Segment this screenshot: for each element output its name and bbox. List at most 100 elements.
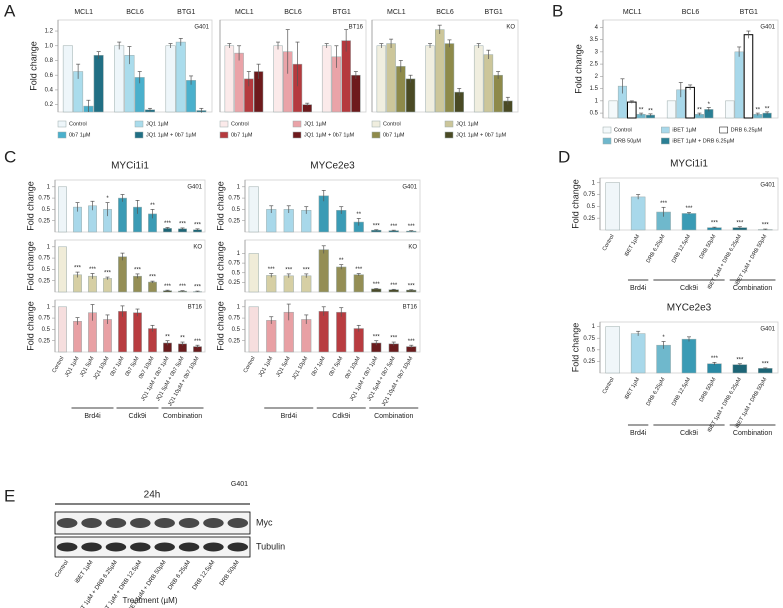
bar [444,43,455,113]
bar [283,275,294,293]
legend-swatch [444,120,454,128]
x-tick-label: JQ1 10µM [291,355,309,380]
bar [266,320,277,353]
bar [336,311,347,353]
y-tick-label: 1 [592,324,596,330]
group-label: Combination [733,430,772,437]
panel-letter: E [4,486,15,505]
lane-label: DRB 50µM [219,560,241,588]
significance: *** [762,361,770,367]
legend-label: DRB 50µM [614,138,641,144]
bar [118,197,127,233]
cell-line-label: KO [506,25,515,31]
y-tick-label: 2.5 [590,62,599,68]
bar [336,266,347,293]
y-tick-label: 0.2 [45,102,54,108]
significance: ** [339,258,344,264]
bar [58,186,67,233]
legend-swatch [371,131,381,139]
chart-title: MYCe2e3 [667,303,712,314]
bar [93,55,104,113]
legend-label: JQ1 1µM [146,121,169,127]
bar [608,100,618,119]
significance: *** [74,266,82,272]
category-label: BTG1 [485,9,503,16]
legend-swatch [219,131,229,139]
bar [405,78,416,113]
significance: *** [390,283,398,289]
y-tick-label: 1 [47,184,51,190]
significance: ** [648,108,653,114]
group-label: Combination [163,413,202,420]
y-axis-label: Fold change [215,301,225,351]
significance: *** [194,285,202,291]
category-label: MCL1 [235,9,254,16]
bar [103,278,112,293]
y-axis-label: Fold change [25,241,35,291]
significance: *** [736,357,744,363]
bar [396,66,406,113]
group-label: Brd4i [630,430,647,437]
group-label: Cdk9i [332,413,350,420]
y-tick-label: 1.2 [45,29,54,35]
blot-band [203,518,224,528]
y-tick-label: 0.75 [228,261,240,267]
category-label: MCL1 [623,9,642,16]
legend-label: JQ1 1µM + 0b7 1µM [456,132,507,138]
category-label: MCL1 [74,9,93,16]
bar [386,43,396,113]
legend-label: iBET 1µM [672,127,697,133]
bar [605,182,620,231]
chart-title: MYCe2e3 [310,161,355,172]
x-tick-label: Control [602,234,616,252]
cell-line-label: KO [408,245,417,251]
category-label: BTG1 [177,9,195,16]
y-tick-label: 0.25 [583,216,595,222]
bar [627,101,637,119]
blot-band [130,518,151,528]
significance: *** [164,221,172,227]
significance: *** [285,267,293,273]
bar [630,196,646,231]
y-tick-label: 0.5 [232,207,241,213]
y-tick-label: 0.5 [42,207,51,213]
blot-xlabel: Treatment (µM) [123,596,178,605]
cell-line-label: G401 [402,185,417,191]
blot-band [130,542,151,552]
x-tick-label: Control [51,356,65,374]
chart-title: MYCi1i1 [670,159,708,170]
x-tick-label: 0b7 5µM [125,355,141,377]
legend-label: Control [614,127,632,133]
cell-line-label: BT16 [188,305,203,311]
category-label: BTG1 [740,9,758,16]
category-label: BTG1 [333,9,351,16]
legend-swatch [661,137,670,145]
legend-label: Control [69,121,87,127]
legend-swatch [57,131,67,139]
significance: ** [639,108,644,114]
significance: *** [164,284,172,290]
y-tick-label: 1.5 [590,86,599,92]
y-tick-label: 0.5 [42,327,51,333]
y-tick-label: 1 [592,180,596,186]
panel-letter: D [558,147,570,166]
cell-line-label: KO [193,245,202,251]
y-tick-label: 0.5 [590,111,599,117]
bar [248,253,259,293]
group-label: Brd4i [281,413,298,420]
bar [58,306,67,353]
y-axis-label: Fold change [25,181,35,231]
y-tick-label: 0.25 [228,338,240,344]
chart-title: MYCi1i1 [111,161,149,172]
bar [666,100,677,119]
significance: ** [765,106,770,112]
y-tick-label: 0.75 [38,256,50,262]
band-label: Myc [256,517,273,527]
panel-letter: B [552,1,563,20]
significance: *** [194,222,202,228]
y-axis-label: Fold change [573,44,583,94]
y-tick-label: 1.0 [45,43,54,49]
y-axis-label: Fold change [570,323,580,373]
x-tick-label: JQ1 5µM [275,355,292,378]
blot-strip [54,511,251,535]
